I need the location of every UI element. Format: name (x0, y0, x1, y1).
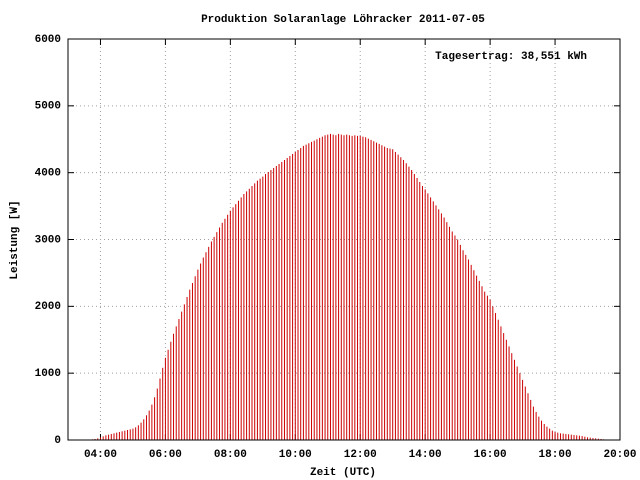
x-tick-label: 20:00 (603, 449, 636, 461)
y-tick-label: 1000 (35, 368, 61, 380)
y-tick-label: 3000 (35, 234, 61, 246)
x-tick-label: 04:00 (84, 449, 117, 461)
x-tick-label: 08:00 (214, 449, 247, 461)
annotation: Tagesertrag: 38,551 kWh (435, 51, 587, 63)
x-tick-label: 18:00 (539, 449, 572, 461)
x-tick-label: 16:00 (474, 449, 507, 461)
chart-title: Produktion Solaranlage Löhracker 2011-07… (201, 14, 485, 26)
x-tick-label: 06:00 (149, 449, 182, 461)
y-tick-label: 2000 (35, 301, 61, 313)
x-tick-label: 12:00 (344, 449, 377, 461)
plot-border (67, 38, 621, 441)
x-tick-label: 14:00 (409, 449, 442, 461)
x-axis-label: Zeit (UTC) (310, 467, 376, 479)
y-tick-label: 4000 (35, 168, 61, 180)
x-tick-label: 10:00 (279, 449, 312, 461)
y-tick-label: 5000 (35, 101, 61, 113)
y-tick-label: 0 (54, 435, 61, 447)
y-axis-label: Leistung [W] (9, 200, 21, 279)
y-tick-label: 6000 (35, 34, 61, 46)
